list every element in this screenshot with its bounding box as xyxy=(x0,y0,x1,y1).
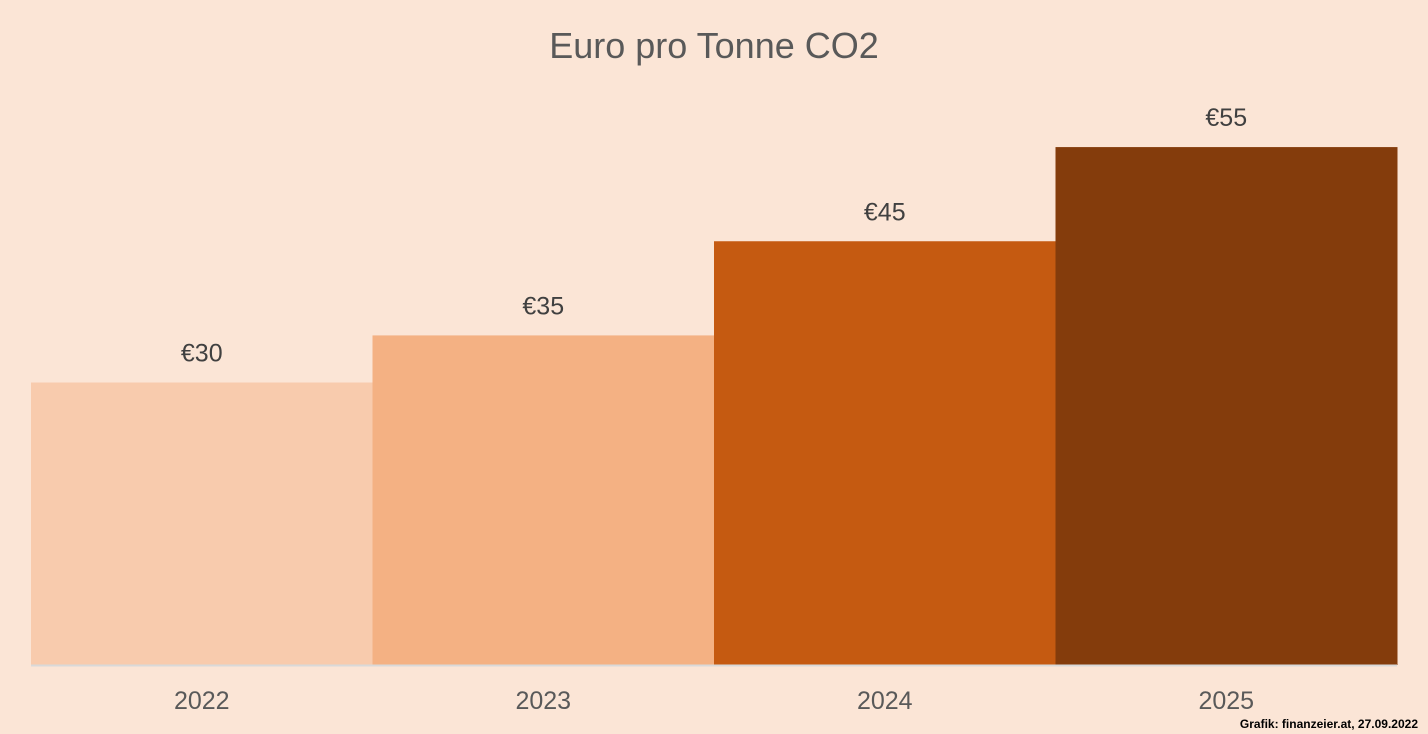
bar-2022 xyxy=(31,382,373,665)
x-tick-label-2024: 2024 xyxy=(857,687,913,715)
data-label-2022: €30 xyxy=(181,340,223,368)
chart-title: Euro pro Tonne CO2 xyxy=(549,25,879,66)
bar-2023 xyxy=(372,335,715,665)
data-label-2024: €45 xyxy=(864,198,906,226)
source-credit: Grafik: finanzeier.at, 27.09.2022 xyxy=(1239,717,1418,731)
data-label-2025: €55 xyxy=(1205,104,1247,132)
x-tick-label-2025: 2025 xyxy=(1198,687,1254,715)
bar-2024 xyxy=(714,241,1056,665)
bar-2025 xyxy=(1055,147,1398,666)
x-tick-label-2023: 2023 xyxy=(515,687,571,715)
data-label-2023: €35 xyxy=(522,292,564,320)
x-tick-labels-group: 2022 2023 2024 2025 xyxy=(174,687,1254,715)
bars-group xyxy=(31,147,1398,666)
data-labels-group: €30 €35 €45 €55 xyxy=(181,104,1247,367)
x-tick-label-2022: 2022 xyxy=(174,687,230,715)
